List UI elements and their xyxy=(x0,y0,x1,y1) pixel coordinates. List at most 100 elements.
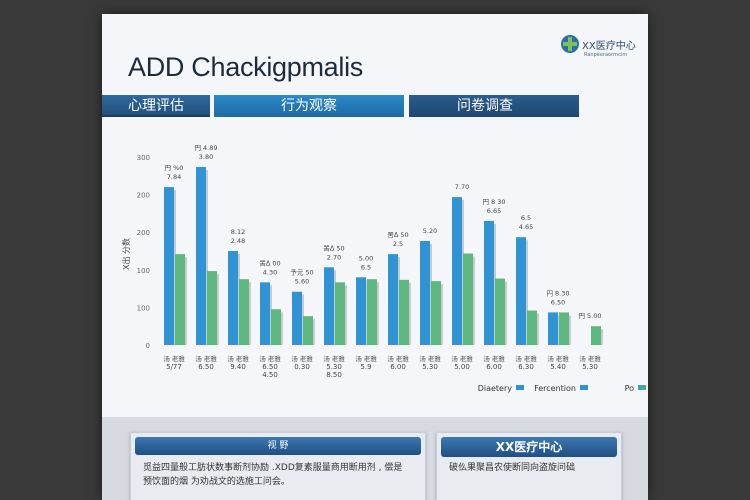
y-tick-label: 100 xyxy=(137,267,150,275)
bar-series-2 xyxy=(367,279,377,345)
bar-shadow xyxy=(569,315,571,345)
bar-series-1 xyxy=(324,267,334,345)
bar-series-2 xyxy=(239,279,249,345)
y-tick-label: 300 xyxy=(137,154,150,162)
band-survey: 问卷调查 xyxy=(409,95,579,117)
category-label: 5.00 xyxy=(454,363,470,371)
bar-series-2 xyxy=(207,271,217,345)
bar-series-1 xyxy=(516,237,526,345)
logo-name: XX医疗中心 xyxy=(582,41,636,52)
logo-subtitle: Ranpeeraorrncim xyxy=(584,52,628,58)
poster-title: ADD Chackigpmalis xyxy=(128,52,363,82)
bar-series-1 xyxy=(484,220,494,345)
bar-value-label: 4.65 xyxy=(519,223,533,231)
bar-value-label: 7.70 xyxy=(455,183,469,191)
info-box-vision-line-1: 觅益四量般工肪状数事断剂协励 .XDD复素服量商用断用剂 , 偿是 xyxy=(143,463,403,473)
category-label: 9.40 xyxy=(230,363,246,371)
medical-cross-icon xyxy=(561,35,579,53)
category-label-top: 汤 老雅 xyxy=(227,354,249,363)
bar-series-2 xyxy=(271,309,281,345)
bar-shadow xyxy=(505,281,507,345)
bar-value-label: 5.00 xyxy=(359,254,373,262)
bar-shadow xyxy=(473,256,475,345)
category-label-top: 汤 老雅 xyxy=(387,354,409,363)
bar-series-2 xyxy=(463,253,473,345)
bar-value-label: 7.84 xyxy=(167,173,181,181)
bar-shadow xyxy=(185,257,187,345)
info-box-vision-title: 视 野 xyxy=(135,437,421,455)
info-box-center: XX医疗中心 破仫果聚昌农使断同向盗旋问础 xyxy=(436,432,622,500)
category-label: 6.00 xyxy=(390,363,406,371)
category-label-top: 汤 老雅 xyxy=(579,354,601,363)
bar-series-2 xyxy=(175,254,185,345)
bar-value-label: 6.65 xyxy=(487,207,501,215)
category-label: 5/77 xyxy=(166,363,182,371)
bar-shadow xyxy=(217,274,219,345)
category-label: 6.00 xyxy=(486,363,502,371)
bar-value-label: 罟ᐃ 00 xyxy=(259,259,280,267)
bar-series-1 xyxy=(388,254,398,345)
bar-series-2 xyxy=(335,282,345,345)
category-label: 0.30 xyxy=(294,363,310,371)
band-psych-eval: 心理评估 xyxy=(102,95,210,117)
bar-series-1 xyxy=(260,282,270,345)
bar-series-2 xyxy=(559,312,569,345)
bar-value-label: 罟ᐃ 50 xyxy=(323,244,344,252)
bar-shadow xyxy=(526,240,528,345)
bar-series-2 xyxy=(431,281,441,345)
category-label: 5.30 xyxy=(326,363,342,371)
category-label-top: 汤 老雅 xyxy=(163,354,185,363)
bar-series-1 xyxy=(356,277,366,345)
bar-series-2 xyxy=(591,326,601,345)
info-box-vision-line-2: 预饮面的烟 为劝战文的选施工问会。 xyxy=(143,477,290,487)
bar-shadow xyxy=(345,285,347,345)
bar-value-label: 4.30 xyxy=(263,268,277,276)
category-label: 6.50 xyxy=(198,363,214,371)
bar-chart: 0 100 100 200 200 300 X出 分数 円 %07.84 円 4.893.80 8… xyxy=(121,144,646,393)
bar-value-label: 罟ᐃ 50 xyxy=(387,231,408,239)
bar-value-label: 3.80 xyxy=(199,153,213,161)
category-label-top: 汤 老雅 xyxy=(451,354,473,363)
legend-label: Po xyxy=(625,384,635,393)
legend-label: Diaetery xyxy=(478,384,513,393)
bar-value-label: 円 4.89 xyxy=(194,144,217,152)
bar-value-label: 5.20 xyxy=(423,227,437,235)
bar-value-label: 8.12 xyxy=(231,228,245,236)
bar-value-label: 円 5.00 xyxy=(578,312,601,320)
bar-series-1 xyxy=(420,240,430,345)
category-label-top: 汤 老雅 xyxy=(259,354,281,363)
legend-swatch xyxy=(638,385,646,390)
bar-series-1 xyxy=(228,251,238,345)
bar-series-1 xyxy=(452,197,462,345)
bar-series-1 xyxy=(196,167,206,345)
bar-shadow xyxy=(249,282,251,345)
category-label-top: 汤 老雅 xyxy=(195,354,217,363)
bar-shadow xyxy=(206,170,208,345)
bar-value-label: 6.50 xyxy=(551,298,565,306)
category-label-top: 汤 老雅 xyxy=(483,354,505,363)
y-tick-label: 0 xyxy=(146,342,150,350)
category-label: 5.30 xyxy=(582,363,598,371)
logo: XX医疗中心 Ranpeeraorrncim xyxy=(560,34,646,62)
bar-value-label: 円 %0 xyxy=(165,164,184,172)
category-label-top: 汤 老雅 xyxy=(291,354,313,363)
info-box-vision: 视 野 觅益四量般工肪状数事断剂协励 .XDD复素服量商用断用剂 , 偿是 预饮… xyxy=(130,432,426,500)
bar-value-label: 6.5 xyxy=(521,214,531,222)
y-axis-label: X出 分数 xyxy=(121,238,131,270)
bar-series-2 xyxy=(303,316,313,345)
legend-label: Fercention xyxy=(534,384,576,393)
y-tick-label: 200 xyxy=(137,229,150,237)
band-behavior: 行为观察 xyxy=(214,95,404,117)
bar-value-label: 予元 50 xyxy=(290,269,313,277)
bar-series-1 xyxy=(164,187,174,345)
y-tick-label: 200 xyxy=(137,192,150,200)
bar-value-label: 2.70 xyxy=(327,253,341,261)
info-box-center-title: XX医疗中心 xyxy=(441,437,617,457)
bar-series-1 xyxy=(548,312,558,345)
bar-series-2 xyxy=(495,278,505,345)
bar-value-label: 5.60 xyxy=(295,278,309,286)
bar-series-2 xyxy=(527,310,537,345)
bar-shadow xyxy=(601,329,603,345)
bar-value-label: 6.5 xyxy=(361,263,371,271)
category-label-top: 汤 老雅 xyxy=(355,354,377,363)
